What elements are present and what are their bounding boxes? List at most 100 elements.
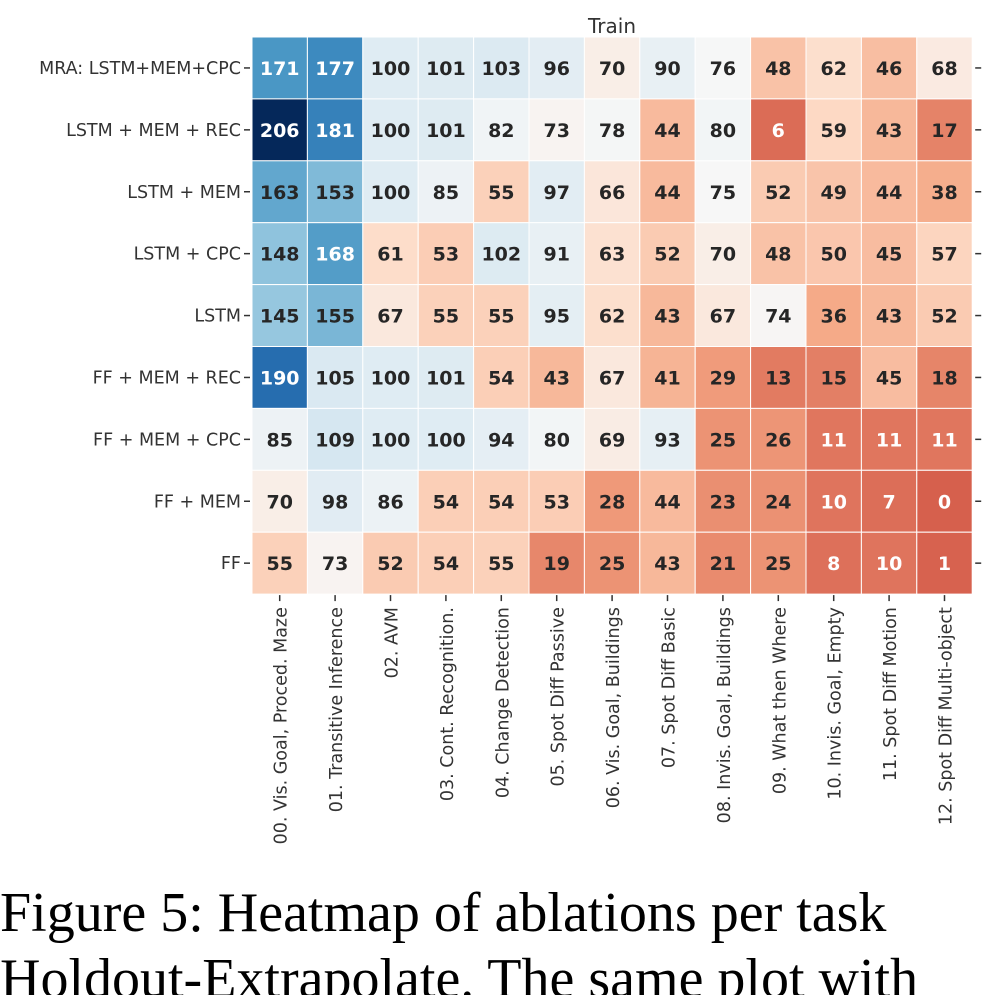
heatmap-cell	[362, 407, 419, 471]
cell-value-label: 80	[710, 120, 736, 142]
heatmap-cell	[750, 407, 807, 471]
cell-value-label: 70	[710, 244, 736, 266]
cell-value-label: 82	[488, 120, 514, 142]
cell-value-label: 100	[371, 120, 411, 142]
heatmap-cell	[639, 98, 696, 162]
heatmap-cell	[694, 407, 752, 471]
cell-value-label: 85	[266, 429, 292, 451]
cell-value-label: 44	[876, 182, 902, 204]
heatmap-cell	[916, 407, 973, 471]
column-label: 03. Cont. Recognition.	[438, 607, 458, 801]
cell-value-label: 10	[876, 553, 902, 575]
column-label: 07. Spot Diff Basic	[660, 607, 680, 768]
cell-value-label: 73	[322, 553, 348, 575]
cell-value-label: 53	[543, 491, 569, 513]
cell-value-label: 95	[543, 306, 569, 328]
column-label: 08. Invis. Goal, Buildings	[715, 607, 735, 823]
cell-value-label: 26	[765, 429, 791, 451]
heatmap-cell	[860, 346, 918, 409]
cell-value-label: 100	[371, 367, 411, 389]
cell-value-label: 100	[371, 429, 411, 451]
heatmap-cell	[916, 160, 973, 224]
row-label: LSTM	[194, 307, 241, 327]
cell-value-label: 70	[266, 491, 292, 513]
column-label: 04. Change Detection	[493, 607, 513, 798]
heatmap-cell	[694, 531, 752, 595]
cell-value-label: 91	[543, 244, 569, 266]
cell-value-label: 148	[260, 244, 300, 266]
cell-value-label: 19	[543, 553, 569, 575]
cell-value-label: 25	[710, 429, 736, 451]
cell-value-label: 109	[315, 429, 355, 451]
cell-value-label: 73	[543, 120, 569, 142]
heatmap-cell	[916, 222, 973, 286]
cell-value-label: 55	[433, 306, 459, 328]
row-label: MRA: LSTM+MEM+CPC	[39, 59, 241, 79]
heatmap-cell	[805, 160, 862, 224]
cell-value-label: 48	[765, 58, 791, 80]
cell-value-label: 76	[710, 58, 736, 80]
heatmap-cell	[528, 36, 585, 100]
cell-value-label: 48	[765, 244, 791, 266]
cell-value-label: 97	[543, 182, 569, 204]
heatmap-cell	[473, 531, 530, 595]
cell-value-label: 63	[599, 244, 625, 266]
heatmap-cell	[528, 222, 585, 286]
heatmap-cell	[362, 160, 419, 224]
cell-value-label: 54	[433, 491, 459, 513]
cell-value-label: 6	[772, 120, 785, 142]
heatmap-cell	[528, 98, 585, 162]
cell-value-label: 52	[765, 182, 791, 204]
cell-value-label: 145	[260, 306, 300, 328]
heatmap-cell	[306, 160, 364, 224]
heatmap-cell	[639, 469, 696, 533]
heatmap-cell	[805, 469, 862, 533]
cell-value-label: 80	[543, 429, 569, 451]
cell-value-label: 28	[599, 491, 625, 513]
heatmap-cell	[916, 469, 973, 533]
heatmap-cell	[251, 346, 308, 409]
heatmap-cell	[251, 531, 308, 595]
heatmap-cell	[528, 469, 585, 533]
cell-value-label: 0	[938, 491, 951, 513]
heatmap-cell	[251, 160, 308, 224]
cell-value-label: 94	[488, 429, 514, 451]
heatmap-cell	[639, 346, 696, 409]
heatmap-cell	[362, 36, 419, 100]
cell-value-label: 55	[488, 553, 514, 575]
cell-value-label: 13	[765, 367, 791, 389]
heatmap-cell	[860, 98, 918, 162]
heatmap-cell	[750, 160, 807, 224]
heatmap-cell	[417, 407, 475, 471]
cell-value-label: 67	[710, 306, 736, 328]
column-label: 11. Spot Diff Motion	[881, 607, 901, 781]
cell-value-label: 98	[322, 491, 348, 513]
heatmap-cell	[251, 36, 308, 100]
caption-line-2: Holdout-Extrapolate. The same plot with	[0, 948, 919, 995]
cell-value-label: 52	[654, 244, 680, 266]
cell-value-label: 1	[938, 553, 951, 575]
heatmap-cell	[417, 284, 475, 348]
heatmap-cell	[860, 531, 918, 595]
cell-value-label: 101	[426, 120, 466, 142]
column-label: 06. Vis. Goal, Buildings	[604, 607, 624, 808]
heatmap-cell	[583, 284, 641, 348]
heatmap-cell	[694, 469, 752, 533]
cell-value-label: 43	[876, 306, 902, 328]
column-label: 05. Spot Diff Passive	[549, 607, 569, 786]
heatmap-cell	[473, 98, 530, 162]
heatmap-cell	[306, 346, 364, 409]
heatmap-cell	[583, 531, 641, 595]
row-label: FF + MEM + CPC	[93, 430, 241, 450]
cell-value-label: 177	[315, 58, 355, 80]
cell-value-label: 52	[377, 553, 403, 575]
cell-value-label: 66	[599, 182, 625, 204]
heatmap-cell	[916, 284, 973, 348]
cell-value-label: 15	[820, 367, 846, 389]
heatmap-cell	[860, 284, 918, 348]
cell-value-label: 181	[315, 120, 355, 142]
heatmap-cell	[916, 98, 973, 162]
heatmap-cell	[251, 284, 308, 348]
cell-value-label: 23	[710, 491, 736, 513]
cell-value-label: 70	[599, 58, 625, 80]
